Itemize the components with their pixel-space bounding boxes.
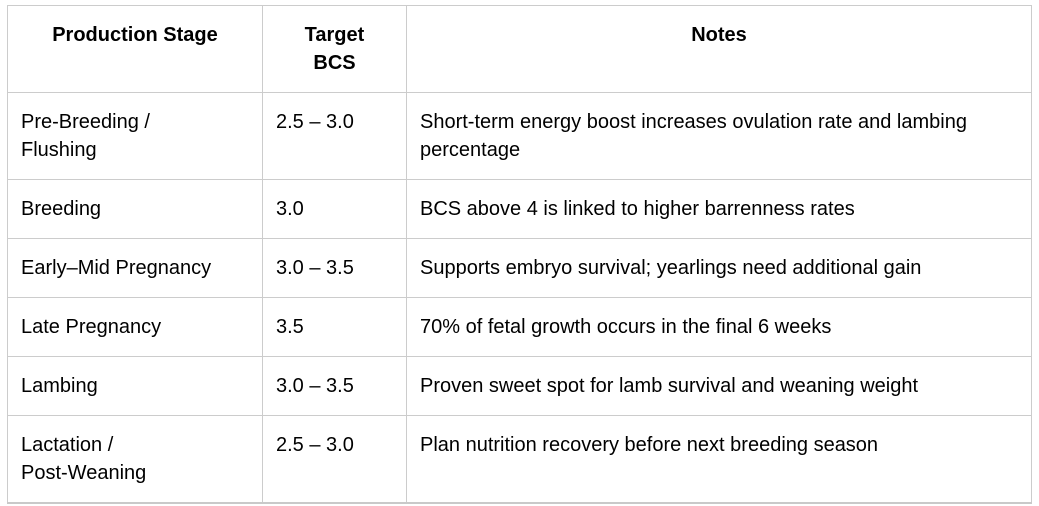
notes-cell: Short-term energy boost increases ovulat… (406, 92, 1032, 180)
table-row: Lactation / Post-Weaning 2.5 – 3.0 Plan … (7, 415, 1032, 504)
bcs-cell: 2.5 – 3.0 (262, 92, 407, 180)
table-row: Breeding 3.0 BCS above 4 is linked to hi… (7, 179, 1032, 239)
bcs-target-table: Production Stage Target BCS Notes Pre-Br… (7, 5, 1032, 504)
stage-cell: Pre-Breeding / Flushing (7, 92, 263, 180)
notes-cell: BCS above 4 is linked to higher barrenne… (406, 179, 1032, 239)
notes-cell: Supports embryo survival; yearlings need… (406, 238, 1032, 298)
bcs-cell: 3.0 (262, 179, 407, 239)
notes-cell: 70% of fetal growth occurs in the final … (406, 297, 1032, 357)
notes-cell: Proven sweet spot for lamb survival and … (406, 356, 1032, 416)
header-notes: Notes (406, 5, 1032, 93)
table-header-row: Production Stage Target BCS Notes (7, 5, 1032, 93)
stage-cell: Late Pregnancy (7, 297, 263, 357)
stage-cell: Lambing (7, 356, 263, 416)
bcs-cell: 2.5 – 3.0 (262, 415, 407, 504)
header-production-stage: Production Stage (7, 5, 263, 93)
stage-cell: Lactation / Post-Weaning (7, 415, 263, 504)
table-row: Late Pregnancy 3.5 70% of fetal growth o… (7, 297, 1032, 357)
header-target-bcs: Target BCS (262, 5, 407, 93)
bcs-cell: 3.0 – 3.5 (262, 356, 407, 416)
stage-cell: Early–Mid Pregnancy (7, 238, 263, 298)
table-row: Early–Mid Pregnancy 3.0 – 3.5 Supports e… (7, 238, 1032, 298)
table-row: Pre-Breeding / Flushing 2.5 – 3.0 Short-… (7, 92, 1032, 180)
notes-cell: Plan nutrition recovery before next bree… (406, 415, 1032, 504)
bcs-cell: 3.0 – 3.5 (262, 238, 407, 298)
bcs-cell: 3.5 (262, 297, 407, 357)
stage-cell: Breeding (7, 179, 263, 239)
table-row: Lambing 3.0 – 3.5 Proven sweet spot for … (7, 356, 1032, 416)
